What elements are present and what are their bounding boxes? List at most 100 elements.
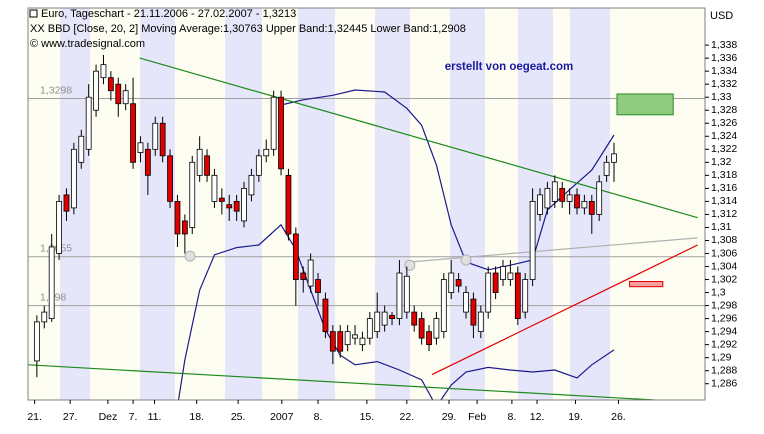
candle-body — [529, 200, 536, 280]
y-tick-label: 1,336 — [711, 52, 737, 64]
candle-body — [159, 122, 166, 157]
week-band — [140, 8, 175, 400]
candle-body — [463, 292, 469, 313]
candle-body — [48, 246, 55, 320]
week-band — [375, 8, 410, 400]
candle-body — [522, 279, 529, 313]
candle-body — [93, 70, 99, 111]
candle-body — [196, 148, 203, 176]
candle-body — [211, 174, 218, 202]
level-label: 1,3298 — [40, 84, 72, 96]
candle-body — [292, 233, 299, 280]
zone — [629, 280, 664, 288]
y-tick-label: 1,294 — [711, 325, 737, 337]
trend-line — [139, 57, 698, 219]
candle-body — [359, 337, 366, 346]
y-tick-label: 1,29 — [711, 351, 732, 363]
candle-body — [307, 259, 314, 287]
candle-body — [248, 174, 255, 196]
candle-body — [396, 272, 403, 320]
candle-body — [85, 96, 92, 150]
x-tick-label: 15. — [360, 411, 375, 423]
x-tick-label: 19. — [568, 411, 583, 423]
candle-body — [551, 181, 558, 202]
candle-body — [559, 187, 566, 202]
candle-body — [344, 331, 351, 346]
candle-body — [218, 197, 225, 202]
y-tick-label: 1,328 — [711, 104, 737, 116]
y-tick-label: 1,3 — [711, 286, 726, 298]
candle-body — [433, 318, 440, 339]
y-tick-label: 1,304 — [711, 260, 737, 272]
indicator-text: XX BBD [Close, 20, 2] Moving Average:1,3… — [30, 23, 466, 35]
candle-body — [122, 90, 129, 105]
candle-body — [181, 220, 188, 235]
candle-body — [603, 161, 610, 176]
x-tick-label: 25. — [231, 411, 246, 423]
y-tick-label: 1,298 — [711, 299, 737, 311]
y-tick-label: 1,332 — [711, 78, 737, 90]
candle-body — [581, 200, 588, 209]
x-tick-label: 11. — [148, 411, 162, 423]
y-tick-label: 1,32 — [711, 156, 732, 168]
candle-body — [544, 187, 551, 209]
y-tick-label: 1,322 — [711, 143, 737, 155]
marker-circle — [404, 259, 416, 271]
candle-body — [130, 103, 136, 163]
candle-body — [426, 331, 432, 346]
trend-line — [28, 364, 655, 400]
candle-body — [285, 174, 292, 235]
chart-title: Euro, Tageschart - 21.11.2006 - 27.02.20… — [41, 8, 296, 20]
candle-body — [152, 122, 159, 150]
y-axis-label: USD — [710, 10, 733, 22]
candle-body — [611, 153, 617, 163]
y-tick-label: 1,302 — [711, 273, 737, 285]
candle-body — [70, 148, 77, 209]
candle-body — [514, 272, 521, 320]
candle-body — [588, 200, 595, 215]
y-tick-label: 1,318 — [711, 169, 737, 181]
marker-circle — [184, 250, 196, 262]
x-tick-label: 12. — [530, 411, 545, 423]
x-tick-label: 18. — [189, 411, 204, 423]
candle-body — [381, 311, 388, 326]
candle-body — [315, 279, 321, 293]
level-label: 1,3055 — [40, 243, 72, 255]
candle-body — [107, 77, 114, 92]
y-tick-label: 1,312 — [711, 208, 737, 220]
candle-body — [167, 155, 173, 202]
y-tick-label: 1,324 — [711, 130, 737, 142]
annotation: erstellt von oegeat.com — [445, 61, 573, 73]
candle-body — [448, 272, 455, 293]
y-tick-label: 1,296 — [711, 312, 737, 324]
y-tick-label: 1,288 — [711, 364, 737, 376]
candle-body — [56, 200, 62, 254]
candle-body — [41, 311, 48, 323]
candle-body — [566, 194, 573, 202]
candle-body — [174, 200, 181, 235]
candle-body — [507, 272, 514, 280]
candle-body — [233, 200, 240, 212]
candle-body — [270, 96, 277, 150]
candle-body — [144, 148, 151, 176]
week-band — [298, 8, 335, 400]
y-tick-label: 1,31 — [711, 221, 732, 233]
x-tick-label: 7. — [129, 411, 138, 423]
candle-body — [78, 135, 85, 163]
candle-body — [596, 181, 603, 215]
candle-body — [189, 161, 196, 228]
y-tick-label: 1,33 — [711, 91, 732, 103]
y-tick-label: 1,326 — [711, 117, 737, 129]
candle-body — [278, 96, 284, 170]
candle-body — [374, 311, 381, 333]
candle-body — [470, 298, 477, 326]
candle-body — [418, 318, 425, 339]
candle-body — [352, 334, 358, 339]
x-tick-label: 27. — [63, 411, 78, 423]
candle-body — [100, 64, 107, 79]
trend-line — [409, 237, 698, 263]
candle-body — [33, 321, 40, 362]
candles — [33, 54, 617, 378]
candle-body — [500, 266, 506, 280]
